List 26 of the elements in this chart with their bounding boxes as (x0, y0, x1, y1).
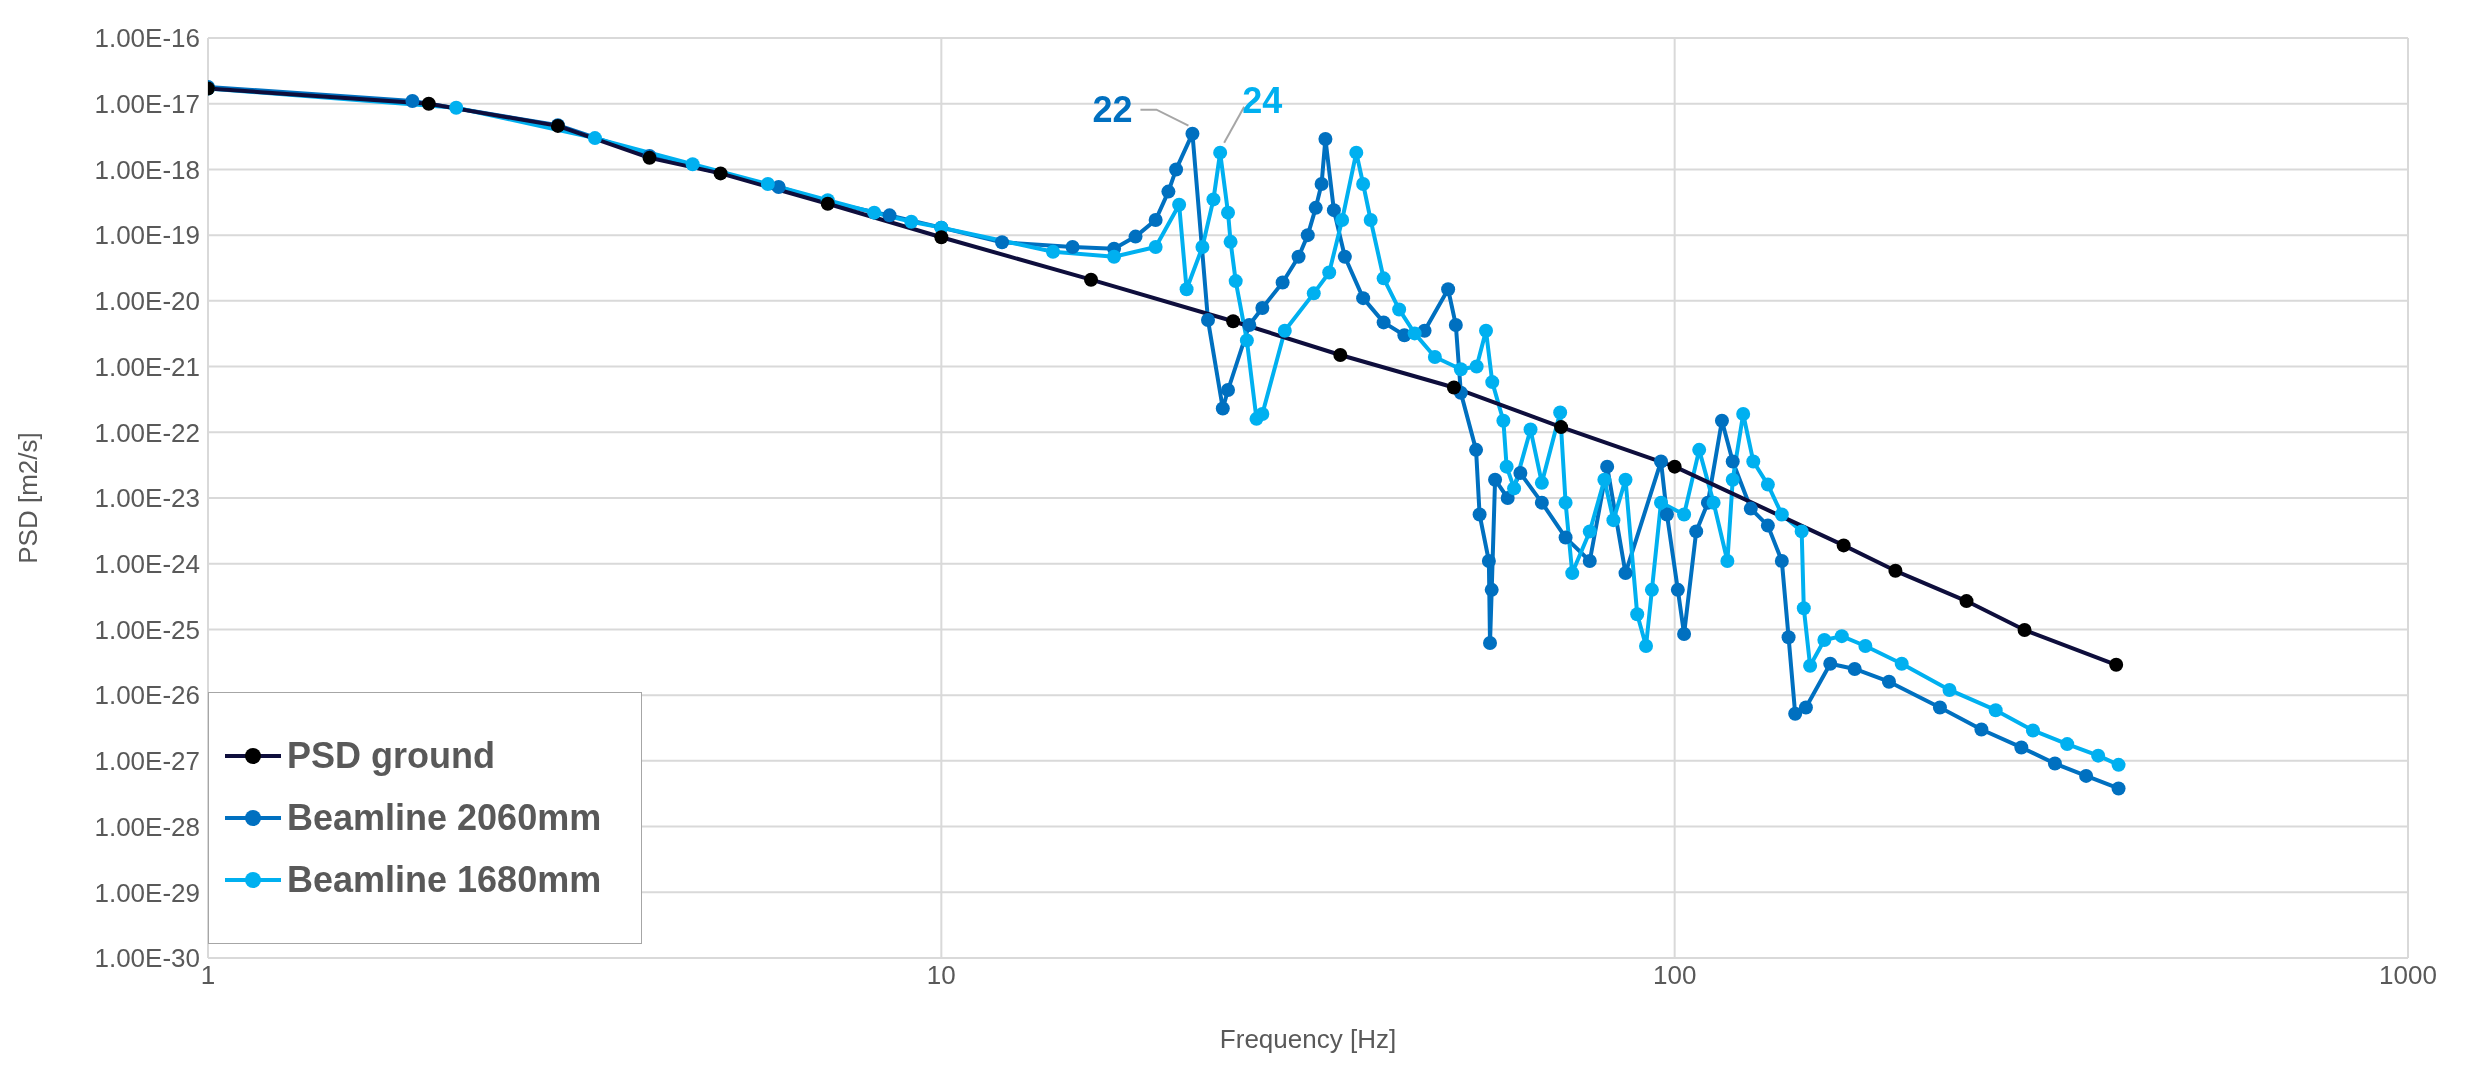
legend-label: PSD ground (287, 735, 495, 777)
y-tick-label: 1.00E-23 (94, 483, 200, 514)
y-tick-label: 1.00E-21 (94, 351, 200, 382)
y-tick-label: 1.00E-26 (94, 680, 200, 711)
x-axis-title: Frequency [Hz] (1219, 1024, 1397, 1054)
legend-label: Beamline 2060mm (287, 797, 602, 839)
annotation: 24 (1242, 79, 1283, 121)
y-tick-label: 1.00E-30 (94, 943, 200, 974)
y-tick-label: 1.00E-29 (94, 877, 200, 908)
x-tick-label: 100 (1652, 960, 1697, 991)
y-tick-label: 1.00E-19 (94, 220, 200, 251)
y-axis-title: PSD [m2/s] (13, 432, 44, 564)
y-tick-label: 1.00E-22 (94, 417, 200, 448)
y-tick-label: 1.00E-27 (94, 746, 200, 777)
y-tick-label: 1.00E-24 (94, 548, 200, 579)
y-tick-label: 1.00E-17 (94, 88, 200, 119)
y-tick-label: 1.00E-20 (94, 286, 200, 317)
y-tick-label: 1.00E-25 (94, 614, 200, 645)
y-tick-label: 1.00E-18 (94, 154, 200, 185)
y-tick-label: 1.00E-16 (94, 23, 200, 54)
y-tick-label: 1.00E-28 (94, 811, 200, 842)
legend-label: Beamline 1680mm (287, 859, 602, 901)
annotation: 22 (1092, 88, 1133, 130)
x-tick-label: 1 (200, 960, 216, 991)
x-tick-label: 10 (926, 960, 956, 991)
x-tick-label: 1000 (2379, 960, 2437, 991)
